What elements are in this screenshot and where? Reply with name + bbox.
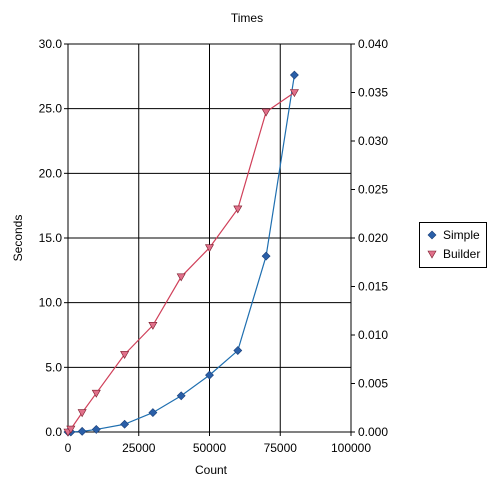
right-y-axis-ticks: 0.000 0.005 0.010 0.015 0.020 0.025 0.030 0.035… [351, 37, 388, 439]
builder-point [176, 273, 186, 282]
builder-point [66, 425, 76, 434]
right-y-tick-label: 0.005 [358, 377, 388, 391]
builder-point [204, 244, 215, 253]
right-y-tick-label: 0.040 [358, 37, 388, 51]
left-y-tick-label: 15.0 [39, 231, 63, 245]
simple-point [148, 408, 158, 418]
simple-point [261, 251, 271, 261]
right-y-tick-label: 0.020 [358, 231, 388, 245]
left-y-tick-label: 25.0 [39, 102, 63, 116]
right-y-tick-label: 0.015 [358, 280, 388, 294]
simple-point [289, 70, 299, 80]
legend-label-simple: Simple [443, 228, 480, 242]
legend-item-simple: Simple [424, 226, 480, 244]
legend-label-builder: Builder [443, 247, 481, 261]
builder-point [233, 205, 243, 214]
simple-point [91, 424, 101, 434]
builder-point [148, 321, 158, 330]
right-y-tick-label: 0.010 [358, 328, 388, 342]
series-layer [63, 70, 299, 437]
right-y-tick-label: 0.025 [358, 183, 388, 197]
simple-point [205, 370, 214, 380]
x-tick-label: 25000 [122, 441, 156, 455]
builder-point [120, 351, 130, 360]
chart-title: Times [231, 11, 263, 25]
right-y-tick-label: 0.035 [358, 86, 388, 100]
simple-point [120, 419, 130, 429]
x-tick-label: 100000 [331, 441, 371, 455]
legend: Simple Builder [419, 222, 487, 268]
y-axis-label: Seconds [11, 215, 25, 262]
x-tick-label: 75000 [264, 441, 298, 455]
right-y-tick-label: 0.000 [358, 425, 388, 439]
left-y-tick-label: 20.0 [39, 166, 63, 180]
simple-point [77, 426, 87, 436]
left-y-tick-label: 10.0 [39, 296, 63, 310]
right-y-tick-label: 0.030 [358, 134, 388, 148]
left-y-tick-label: 0.0 [45, 425, 62, 439]
x-tick-label: 50000 [193, 441, 227, 455]
x-axis-ticks: 0 25000 50000 75000 100000 [65, 432, 371, 455]
grid-lines [68, 44, 351, 432]
x-tick-label: 0 [65, 441, 72, 455]
triangle-marker-icon [424, 248, 440, 260]
left-y-tick-label: 5.0 [45, 360, 62, 374]
left-y-tick-label: 30.0 [39, 37, 63, 51]
builder-point [77, 409, 87, 418]
diamond-marker-icon [424, 229, 440, 241]
builder-point [91, 389, 101, 398]
left-y-axis-ticks: 0.0 5.0 10.0 15.0 20.0 25.0 30.0 [39, 37, 68, 439]
builder-point [289, 89, 299, 98]
x-axis-label: Count [195, 463, 228, 477]
simple-point [233, 346, 243, 355]
legend-item-builder: Builder [424, 245, 480, 263]
simple-point [176, 391, 186, 401]
builder-point [261, 108, 271, 117]
